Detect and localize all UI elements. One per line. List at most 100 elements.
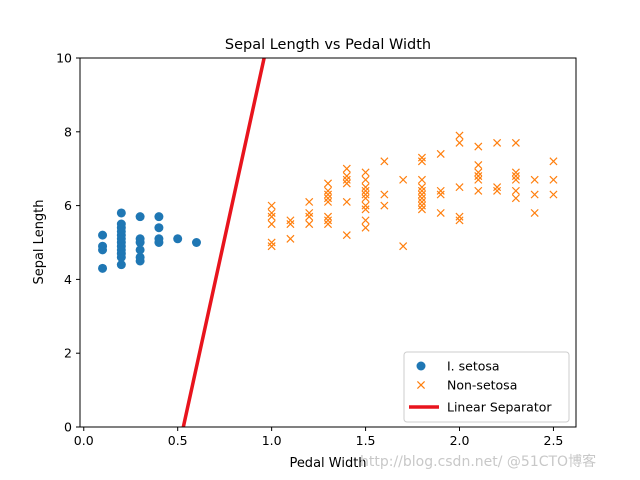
non-setosa-point xyxy=(267,201,276,210)
non-setosa-point xyxy=(511,175,520,184)
x-tick-label: 0.5 xyxy=(168,433,188,448)
non-setosa-point xyxy=(267,242,276,251)
non-setosa-point xyxy=(267,220,276,229)
x-tick-label: 1.0 xyxy=(262,433,282,448)
y-tick-label: 8 xyxy=(64,124,72,139)
legend-label: Linear Separator xyxy=(447,400,552,415)
x-axis-label: Pedal Width xyxy=(289,456,366,471)
non-setosa-point xyxy=(267,208,276,218)
linear-separator-line xyxy=(181,58,266,427)
non-setosa-point xyxy=(323,220,333,229)
y-tick-label: 4 xyxy=(64,272,72,287)
non-setosa-point xyxy=(361,186,370,195)
non-setosa-point xyxy=(417,205,426,214)
plot-marks xyxy=(98,58,558,427)
x-tick-label: 2.0 xyxy=(450,433,470,448)
non-setosa-point xyxy=(286,234,295,243)
non-setosa-point xyxy=(436,190,445,199)
legend-label: I. setosa xyxy=(447,359,500,374)
non-setosa-point xyxy=(305,212,314,221)
non-setosa-point xyxy=(474,142,483,151)
non-setosa-point xyxy=(493,186,502,195)
legend-marker-non-setosa xyxy=(416,380,426,390)
plot-frame xyxy=(79,57,577,428)
chart-title: Sepal Length vs Pedal Width xyxy=(225,37,431,53)
x-tick-label: 0.0 xyxy=(74,433,94,448)
non-setosa-point xyxy=(361,216,370,225)
non-setosa-point xyxy=(342,172,351,181)
non-setosa-point xyxy=(323,194,333,203)
non-setosa-point xyxy=(455,131,464,140)
non-setosa-point xyxy=(361,201,370,210)
legend-box xyxy=(403,351,570,423)
non-setosa-point xyxy=(455,216,464,225)
y-tick-label: 2 xyxy=(64,346,72,361)
setosa-point xyxy=(154,212,164,222)
non-setosa-point xyxy=(436,208,445,218)
x-axis-ticks: 0.0 0.5 1.0 1.5 2.0 2.5 xyxy=(74,427,564,448)
non-setosa-point xyxy=(474,160,483,170)
non-setosa-point xyxy=(323,216,333,225)
non-setosa-point xyxy=(417,183,426,192)
legend-marker-setosa xyxy=(416,361,426,371)
non-setosa-point xyxy=(417,201,426,210)
non-setosa-point xyxy=(493,183,502,192)
setosa-point xyxy=(135,212,145,222)
non-setosa-point xyxy=(305,197,314,206)
non-setosa-point xyxy=(323,190,333,199)
non-setosa-point xyxy=(417,157,426,166)
non-setosa-point xyxy=(399,242,408,251)
non-setosa-point xyxy=(305,220,314,229)
non-setosa-point xyxy=(361,175,370,184)
non-setosa-point xyxy=(361,194,370,203)
non-setosa-point xyxy=(342,175,351,184)
non-setosa-point xyxy=(361,168,370,177)
non-setosa-point xyxy=(474,168,483,177)
non-setosa-point xyxy=(455,138,464,147)
non-setosa-point xyxy=(380,201,389,210)
non-setosa-point xyxy=(549,190,558,199)
non-setosa-point xyxy=(417,153,426,162)
setosa-point xyxy=(154,234,164,244)
non-setosa-point xyxy=(436,149,445,158)
non-setosa-point xyxy=(511,168,520,177)
legend-label: Non-setosa xyxy=(447,378,517,393)
non-setosa-point xyxy=(493,138,502,147)
non-setosa-point xyxy=(323,197,333,206)
non-setosa-point xyxy=(417,175,426,184)
watermark: http://blog.csdn.net/ @51CTO博客 xyxy=(360,453,596,470)
non-setosa-point xyxy=(549,175,558,184)
non-setosa-point xyxy=(361,223,370,232)
non-setosa-point xyxy=(399,175,408,184)
setosa-point xyxy=(191,238,201,247)
non-setosa-point xyxy=(305,208,314,218)
y-tick-label: 0 xyxy=(64,420,72,435)
non-setosa-point xyxy=(323,212,333,221)
setosa-point xyxy=(98,263,108,273)
non-setosa-point xyxy=(474,172,483,181)
non-setosa-point xyxy=(417,197,426,206)
non-setosa-point xyxy=(511,186,520,195)
non-setosa-point xyxy=(511,172,520,181)
setosa-point xyxy=(116,260,126,270)
non-setosa-point xyxy=(530,175,539,184)
y-axis-ticks: 0 2 4 6 8 10 xyxy=(56,51,80,435)
non-setosa-point xyxy=(455,183,464,192)
non-setosa-point xyxy=(455,212,464,221)
non-setosa-point xyxy=(530,208,539,218)
y-tick-label: 10 xyxy=(56,51,72,66)
x-tick-label: 2.5 xyxy=(544,433,564,448)
non-setosa-point xyxy=(286,220,295,229)
non-setosa-point xyxy=(342,164,351,173)
non-setosa-point xyxy=(530,190,539,199)
non-setosa-point xyxy=(361,205,370,214)
x-tick-label: 1.5 xyxy=(356,433,376,448)
non-setosa-point xyxy=(417,186,426,195)
non-setosa-point xyxy=(474,186,483,195)
non-setosa-point xyxy=(380,157,389,166)
setosa-point xyxy=(135,234,145,244)
non-setosa-point xyxy=(323,186,333,195)
setosa-point xyxy=(98,230,108,240)
non-setosa-point xyxy=(342,231,351,240)
